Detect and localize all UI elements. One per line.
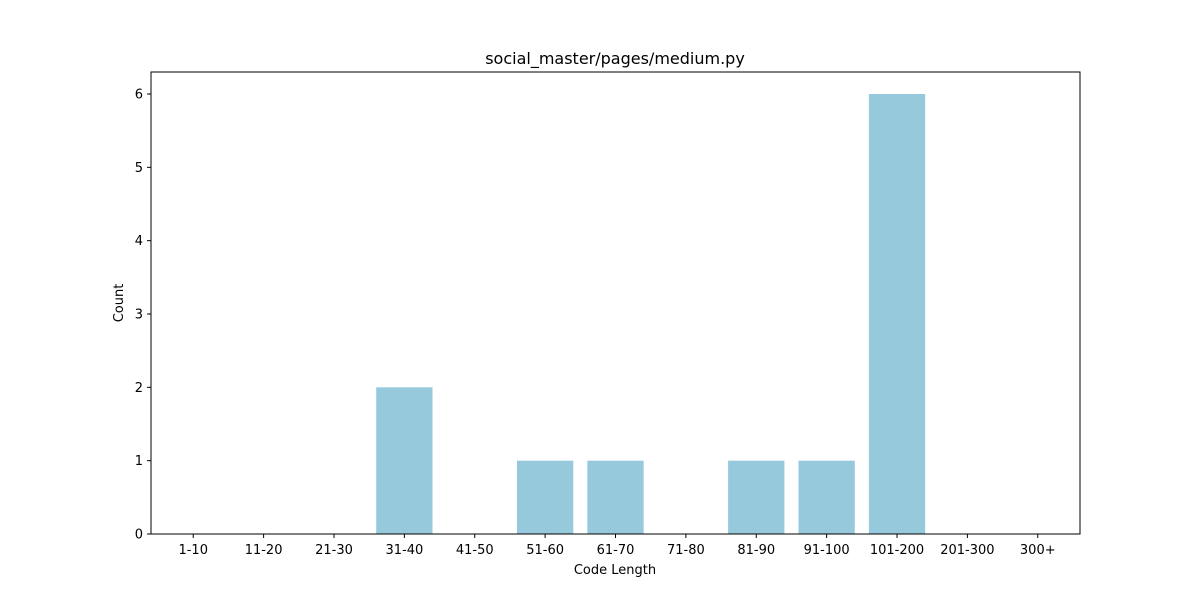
bar-81-90 [728,460,785,534]
y-tick-label: 5 [135,161,143,176]
x-tick-label: 21-30 [315,543,353,558]
y-tick-label: 3 [135,308,143,323]
bars-group [376,94,926,534]
x-tick-label: 1-10 [178,543,208,558]
x-tick-label: 61-70 [597,543,635,558]
x-tick-label: 201-300 [940,543,994,558]
x-tick-label: 51-60 [526,543,564,558]
y-axis-ticks: 0 1 2 3 4 5 6 [135,88,151,543]
y-tick-label: 4 [135,234,143,249]
x-tick-label: 300+ [1020,543,1056,558]
chart-title: social_master/pages/medium.py [485,49,745,69]
bar-51-60 [516,460,574,534]
x-axis-ticks: 1-10 11-20 21-30 31-40 41-50 51-60 61-70 71-80 8… [178,534,1056,558]
y-axis-label: Count [112,284,127,323]
x-tick-label: 101-200 [870,543,924,558]
x-tick-label: 11-20 [245,543,283,558]
x-tick-label: 71-80 [667,543,705,558]
y-tick-label: 0 [135,528,143,543]
x-tick-label: 91-100 [804,543,850,558]
y-tick-label: 2 [135,381,143,396]
x-tick-label: 81-90 [737,543,775,558]
bar-91-100 [798,460,855,534]
x-axis-label: Code Length [574,563,656,578]
bar-101-200 [868,94,926,534]
bar-61-70 [587,460,644,534]
bar-31-40 [376,387,433,534]
y-tick-label: 6 [135,88,143,103]
x-tick-label: 41-50 [456,543,494,558]
x-tick-label: 31-40 [385,543,423,558]
y-tick-label: 1 [135,454,143,469]
